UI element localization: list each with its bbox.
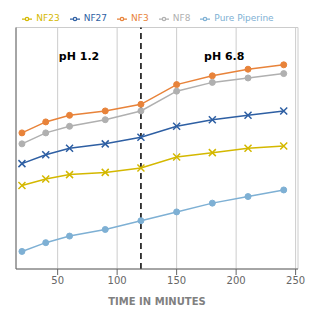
- svg-text:150: 150: [167, 275, 186, 286]
- svg-text:100: 100: [108, 275, 127, 286]
- html-text:NF27: NF27: [83, 13, 108, 23]
- svg-text:pH 6.8: pH 6.8: [204, 50, 244, 63]
- svg-text:50: 50: [51, 275, 64, 286]
- html-text:NF3: NF3: [131, 13, 149, 23]
- html-text:NF23: NF23: [36, 13, 60, 23]
- svg-text:200: 200: [227, 275, 246, 286]
- html-text:Pure Piperine: Pure Piperine: [214, 13, 274, 23]
- svg-text:TIME IN MINUTES: TIME IN MINUTES: [108, 296, 205, 307]
- svg-text:pH 1.2: pH 1.2: [59, 50, 99, 63]
- svg-text:250: 250: [286, 275, 305, 286]
- html-text:NF8: NF8: [172, 13, 191, 23]
